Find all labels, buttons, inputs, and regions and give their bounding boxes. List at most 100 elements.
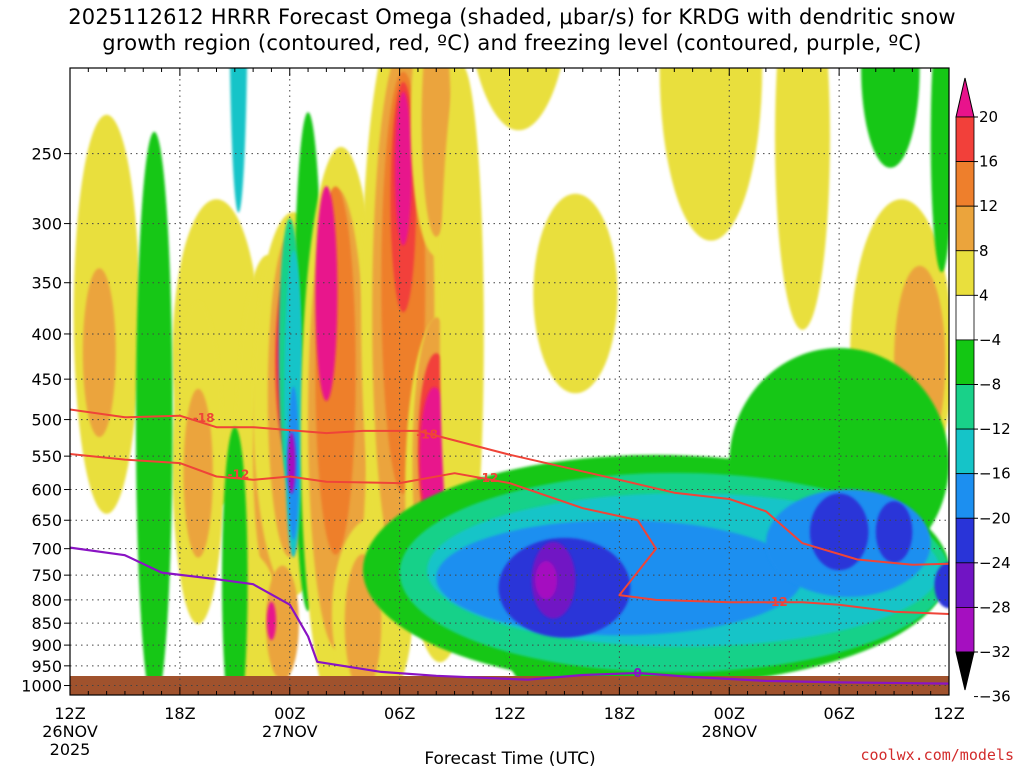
- colorbar-label: −24: [979, 554, 1011, 572]
- colorbar-band: [955, 250, 975, 296]
- colorbar-band: [955, 384, 975, 430]
- freezing-level-contour: [70, 546, 949, 685]
- colorbar-band: [955, 517, 975, 564]
- omega-shaded-region: [875, 501, 913, 563]
- x-tick-label: 00Z: [274, 704, 305, 723]
- gridlines: [69, 68, 950, 695]
- colorbar-band: [955, 428, 975, 475]
- omega-shaded-region: [533, 193, 618, 394]
- y-tick-label: 800: [31, 591, 62, 610]
- omega-shaded-region: [135, 131, 173, 695]
- omega-shaded-region: [265, 565, 299, 681]
- y-tick-label: 1000: [21, 677, 62, 696]
- x-tick-label: 12Z: [54, 704, 85, 723]
- x-axis-label: Forecast Time (UTC): [424, 749, 595, 768]
- omega-shaded-region: [82, 268, 116, 438]
- colorbar-band: [955, 294, 975, 341]
- x-tick-label: 06Z: [823, 704, 854, 723]
- colorbar-label: 8: [979, 242, 989, 260]
- y-tick-label: 400: [31, 325, 62, 344]
- omega-shaded-region: [659, 68, 763, 241]
- colorbar-label: 20: [979, 108, 998, 126]
- colorbar-label: −20: [979, 509, 1011, 527]
- colorbar-band: [955, 116, 975, 162]
- colorbar-band: [955, 161, 975, 207]
- omega-shaded-region: [809, 493, 869, 571]
- y-tick-label: 350: [31, 274, 62, 293]
- colorbar-band: [955, 339, 975, 385]
- omega-shading: [73, 68, 949, 695]
- watermark: coolwx.com/models: [860, 746, 1014, 764]
- x-tick-label: 18Z: [164, 704, 195, 723]
- omega-shaded-region: [229, 68, 247, 213]
- y-tick-label: 300: [31, 215, 62, 234]
- omega-shaded-region: [439, 68, 484, 603]
- y-tick-label: 250: [31, 145, 62, 164]
- colorbar-label: −32: [979, 643, 1011, 661]
- dendritic-contour-label: -12: [228, 468, 250, 482]
- colorbar-label: −12: [979, 420, 1011, 438]
- dendritic-contour-line: [70, 453, 949, 615]
- colorbar: 20 16 12 8 4 −4 −8 −12 −16 −20 −24 −28 −32 −36: [955, 77, 1011, 706]
- colorbar-label: 12: [979, 197, 998, 215]
- y-tick-label: 750: [31, 566, 62, 585]
- colorbar-label: −16: [979, 465, 1011, 483]
- y-tick-label: 950: [31, 657, 62, 676]
- x-tick-date-label: 28NOV: [701, 722, 757, 741]
- colorbar-label: −4: [979, 331, 1001, 349]
- omega-shaded-region: [266, 601, 277, 641]
- omega-shaded-region: [535, 561, 558, 600]
- omega-shaded-region: [183, 388, 213, 558]
- colorbar-band: [955, 562, 975, 608]
- x-tick-year-label: 2025: [50, 740, 91, 759]
- omega-shaded-region: [934, 562, 949, 609]
- y-tick-label: 850: [31, 614, 62, 633]
- omega-shaded-region: [775, 68, 830, 330]
- chart-title-line-1: 2025112612 HRRR Forecast Omega (shaded, …: [68, 5, 956, 29]
- chart-title-line-2: growth region (contoured, red, ºC) and f…: [102, 31, 922, 55]
- colorbar-band: [955, 473, 975, 519]
- colorbar-band: [955, 205, 975, 252]
- plot-area: -18 -18 -12 -12 -12 0: [69, 67, 950, 696]
- y-tick-label: 450: [31, 370, 62, 389]
- colorbar-label: −36: [979, 688, 1011, 706]
- omega-shaded-region: [476, 68, 561, 131]
- y-tick-label: 650: [31, 511, 62, 530]
- x-tick-label: 12Z: [933, 704, 964, 723]
- colorbar-label: 4: [979, 286, 989, 304]
- y-axis: 250 300 350 400 450 500 550 600 650 700 750 800 850 9…: [21, 145, 70, 696]
- x-tick-label: 06Z: [384, 704, 415, 723]
- x-tick-label: 12Z: [494, 704, 525, 723]
- x-tick-label: 18Z: [604, 704, 635, 723]
- dendritic-contour-line: [70, 408, 949, 566]
- x-tick-label: 00Z: [714, 704, 745, 723]
- colorbar-bottom-arrow: [955, 651, 975, 691]
- omega-shaded-region: [930, 68, 949, 273]
- dendritic-contour-label: -12: [766, 595, 788, 609]
- colorbar-top-arrow: [955, 77, 975, 118]
- dendritic-contour-label: -18: [193, 411, 215, 425]
- contour-lines: -18 -18 -12 -12 -12 0: [70, 408, 949, 685]
- y-tick-label: 700: [31, 540, 62, 559]
- omega-shaded-region: [221, 426, 248, 695]
- colorbar-band: [955, 607, 975, 653]
- x-tick-date-label: 27NOV: [262, 722, 318, 741]
- dendritic-contour-label: -18: [416, 428, 438, 442]
- plot-frame: [69, 67, 950, 696]
- freezing-level-label: 0: [634, 666, 642, 680]
- colorbar-label: 16: [979, 153, 998, 171]
- dendritic-contour-label: -12: [477, 471, 499, 485]
- y-tick-label: 600: [31, 481, 62, 500]
- x-tick-date-label: 26NOV: [42, 722, 98, 741]
- omega-shaded-region: [315, 186, 338, 401]
- colorbar-label: −28: [979, 598, 1011, 616]
- y-tick-label: 550: [31, 447, 62, 466]
- chart-title: 2025112612 HRRR Forecast Omega (shaded, …: [0, 4, 1024, 56]
- omega-shaded-region: [395, 91, 412, 246]
- y-tick-label: 900: [31, 636, 62, 655]
- colorbar-label: −8: [979, 376, 1001, 394]
- y-tick-label: 500: [31, 411, 62, 430]
- omega-shaded-region: [287, 432, 296, 494]
